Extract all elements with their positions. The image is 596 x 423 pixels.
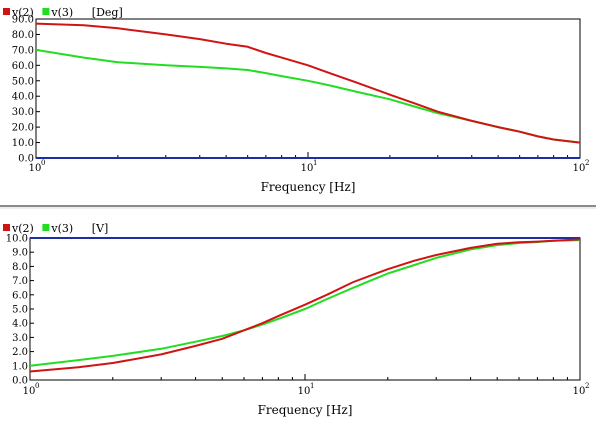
x-tick-label: 10 [573,386,586,397]
x-tick-exponent: 1 [310,382,314,390]
y-tick-label: 6.0 [12,290,28,301]
y-tick-label: 1.0 [12,361,28,372]
x-tick-label: 10 [23,386,36,397]
x-axis-label: Frequency [Hz] [258,403,353,417]
x-tick-exponent: 2 [585,159,589,167]
x-tick-label: 10 [301,163,314,174]
legend-swatch-0 [3,8,10,15]
magnitude-plot-panel: v(2) v(3) [V] 0.0 1.0 2.0 3.0 4.0 5.0 6.0 7.0 8.0 9.… [3,222,589,417]
x-tick-exponent: 0 [35,382,39,390]
legend-label-0: v(2) [11,222,34,235]
y-tick-label: 70.0 [12,45,34,56]
x-tick-exponent: 1 [313,159,317,167]
y-tick-label: 60.0 [12,61,34,72]
x-tick-label: 10 [573,163,586,174]
y-tick-label: 2.0 [12,347,28,358]
series-line-v3 [35,48,581,144]
y-tick-label: 7.0 [12,276,28,287]
y-tick-label: 0.0 [18,154,34,165]
y-tick-label: 8.0 [12,262,28,273]
legend-swatch-0 [3,224,10,231]
unit-label: [V] [92,222,109,235]
y-tick-label: 10.0 [6,234,28,245]
y-tick-label: 30.0 [12,107,34,118]
plot-frame [35,18,581,159]
y-tick-label: 20.0 [12,123,34,134]
x-tick-exponent: 0 [41,159,45,167]
y-tick-label: 5.0 [12,305,28,316]
y-tick-label: 4.0 [12,319,28,330]
y-tick-label: 3.0 [12,333,28,344]
legend-label-1: v(3) [50,222,73,235]
legend-label-1: v(3) [50,6,73,19]
y-tick-label: 9.0 [12,248,28,259]
y-tick-label: 40.0 [12,92,34,103]
x-axis-label: Frequency [Hz] [261,180,356,194]
x-tick-label: 10 [298,386,311,397]
series-line-v2 [29,238,581,373]
y-tick-label: 10.0 [12,138,34,149]
x-tick-label: 10 [29,163,42,174]
legend-label-0: v(2) [11,6,34,19]
y-tick-label: 50.0 [12,76,34,87]
x-tick-exponent: 2 [585,382,589,390]
legend-swatch-1 [42,8,50,15]
phase-plot-panel: v(2) v(3) [Deg] 0.0 10.0 20.0 30.0 40.0 50.0 60.0… [3,6,589,194]
y-tick-label: 80.0 [12,30,34,41]
legend-swatch-1 [42,224,50,231]
y-tick-label: 90.0 [12,15,34,26]
y-tick-label: 0.0 [12,376,28,387]
unit-label: [Deg] [92,6,123,19]
series-line-v3 [29,239,581,367]
series-line-v2 [35,22,581,144]
